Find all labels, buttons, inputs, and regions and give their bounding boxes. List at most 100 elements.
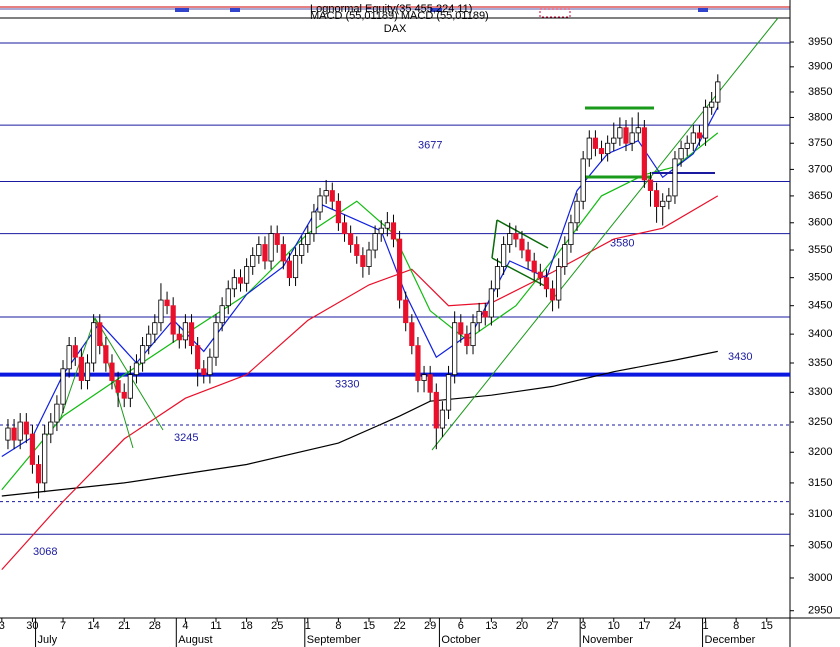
candle: [684, 135, 690, 157]
candle-body: [195, 345, 201, 370]
candle: [354, 236, 360, 264]
candle-body: [445, 374, 452, 411]
candle: [586, 130, 592, 167]
candle-body: [470, 322, 476, 347]
y-tick-label: 3950: [808, 36, 832, 48]
candle: [54, 395, 60, 432]
candle: [378, 220, 384, 242]
candle: [623, 120, 629, 152]
x-tick-label: 29: [424, 620, 436, 632]
candle-body: [464, 333, 470, 347]
indicator-mark: [698, 8, 708, 12]
candle-body: [311, 211, 317, 235]
candle-body: [653, 190, 660, 208]
candle: [660, 193, 666, 226]
candle: [335, 193, 341, 231]
candle: [464, 325, 470, 355]
candle: [127, 365, 133, 408]
candles: [5, 74, 721, 499]
candle: [231, 269, 237, 298]
candle-body: [709, 101, 715, 108]
candle: [97, 314, 103, 355]
candle-body: [488, 288, 494, 318]
candle: [158, 283, 164, 332]
header-text: MACD (55,01189) MACD (55,01189): [310, 10, 489, 22]
trendline: [59, 317, 96, 421]
candle-body: [611, 137, 617, 144]
x-tick-label: 25: [271, 620, 283, 632]
x-tick-label: 3: [580, 620, 586, 632]
candle-body: [323, 190, 329, 197]
candle: [237, 269, 244, 292]
candle: [341, 214, 348, 242]
candle: [348, 225, 354, 253]
candle-body: [574, 200, 580, 224]
y-tick-label: 3550: [808, 244, 832, 256]
candle-body: [568, 222, 574, 245]
candle-body: [458, 322, 464, 335]
candle: [207, 348, 213, 384]
candle: [409, 314, 415, 355]
x-tick-label: 20: [516, 620, 528, 632]
candle: [537, 263, 543, 287]
candle-body: [188, 322, 195, 347]
month-label: July: [38, 634, 58, 646]
candle-body: [666, 195, 672, 202]
candle-body: [84, 362, 91, 381]
x-tick-label: 1: [305, 620, 311, 632]
x-tick-label: 15: [761, 620, 773, 632]
candle: [390, 214, 397, 248]
header-text: Lognormal Equity(35.455,224.11): [310, 3, 472, 15]
y-tick-label: 3050: [808, 540, 832, 552]
x-tick-label: 13: [485, 620, 497, 632]
month-label: September: [307, 634, 361, 646]
month-label: August: [178, 634, 212, 646]
candle-body: [641, 127, 647, 181]
candle-body: [121, 391, 127, 399]
level-label: 3677: [418, 139, 442, 151]
candle-body: [543, 277, 550, 290]
candle-body: [299, 244, 305, 256]
candle: [574, 193, 580, 231]
candle: [605, 135, 611, 162]
candle-body: [146, 333, 152, 347]
candle: [556, 258, 562, 309]
y-tick-label: 3800: [808, 111, 832, 123]
y-tick-label: 3850: [808, 86, 832, 98]
candle: [702, 99, 709, 146]
candle: [292, 247, 299, 287]
candle: [305, 225, 311, 253]
x-tick-label: 7: [60, 620, 66, 632]
candle-body: [519, 238, 525, 251]
candle-body: [482, 310, 488, 318]
x-tick-label: 3: [0, 620, 5, 632]
candle-body: [97, 322, 103, 347]
candle-body: [5, 427, 11, 441]
candle: [653, 182, 660, 223]
candle: [592, 130, 599, 157]
candle-body: [11, 427, 17, 441]
level-label: 3430: [728, 351, 752, 363]
candle: [219, 297, 225, 332]
candle-body: [219, 305, 225, 324]
candle: [494, 258, 501, 298]
candle: [311, 203, 317, 242]
trendline: [496, 219, 549, 249]
candle-body: [256, 244, 262, 256]
candle-body: [501, 244, 507, 267]
candle-body: [164, 299, 170, 307]
header-strip: Lognormal Equity(35.455,224.11) MACD (55…: [0, 0, 790, 22]
candle-body: [280, 244, 286, 262]
candle: [678, 140, 684, 167]
month-label: December: [705, 634, 756, 646]
x-tick-label: 4: [182, 620, 188, 632]
trendline: [94, 317, 164, 431]
candle: [507, 222, 513, 253]
candle: [617, 117, 623, 146]
candle: [133, 354, 140, 384]
candle: [470, 314, 476, 355]
candle: [109, 354, 115, 390]
y-tick-label: 3200: [808, 446, 832, 458]
candle-body: [586, 137, 592, 160]
